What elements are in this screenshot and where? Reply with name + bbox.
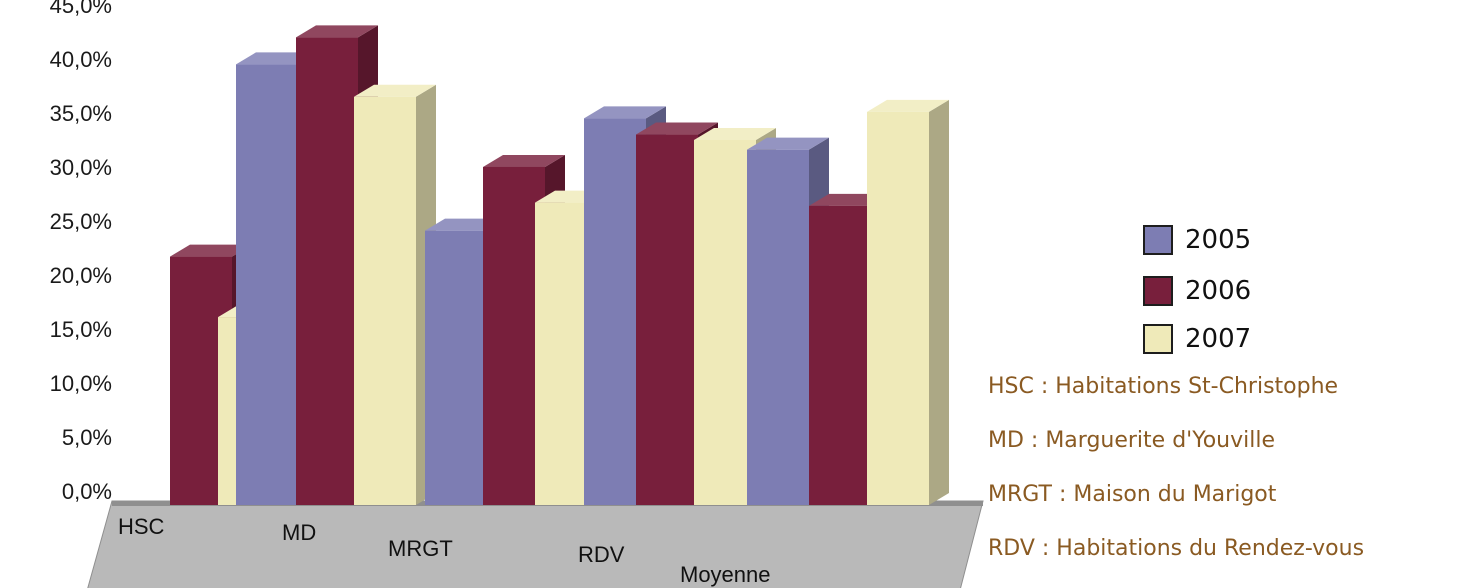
legend-swatch: [1143, 225, 1173, 255]
bar-front: [584, 118, 646, 506]
y-tick-label: 20,0%: [50, 263, 112, 288]
bar-MD-2007: [354, 84, 436, 505]
abbreviation-note: HSC : Habitations St-Christophe: [988, 374, 1339, 399]
legend-swatch: [1143, 276, 1173, 306]
bars: [170, 25, 949, 506]
bar-front: [425, 230, 487, 505]
x-category-label: Moyenne: [680, 562, 771, 587]
y-tick-label: 25,0%: [50, 209, 112, 234]
y-tick-label: 10,0%: [50, 371, 112, 396]
y-tick-label: 35,0%: [50, 101, 112, 126]
bar-front: [483, 166, 545, 505]
bar-front: [747, 149, 809, 505]
x-category-label: MRGT: [388, 536, 453, 561]
x-axis-categories: HSC MD MRGT RDV Moyenne: [118, 514, 771, 587]
bar-top: [747, 137, 829, 150]
legend-label: 2006: [1185, 276, 1252, 306]
bar-top: [296, 25, 378, 38]
bar-front: [694, 139, 756, 505]
abbreviation-note: MD : Marguerite d'Youville: [988, 428, 1276, 453]
x-category-label: RDV: [578, 542, 625, 567]
y-axis-ticks: 0,0% 5,0% 10,0% 15,0% 20,0% 25,0% 30,0% 35,0% 40…: [50, 0, 112, 504]
bar-side: [929, 99, 949, 505]
y-tick-label: 30,0%: [50, 155, 112, 180]
y-tick-label: 45,0%: [50, 0, 112, 18]
y-tick-label: 5,0%: [62, 425, 112, 450]
abbreviation-notes: HSC : Habitations St-Christophe MD : Marg…: [988, 366, 1478, 582]
bar-top: [636, 122, 718, 135]
bar-top: [867, 99, 949, 112]
bar-front: [354, 96, 416, 505]
bar-top: [694, 127, 776, 140]
bar-front: [809, 205, 871, 505]
floor-plane: [87, 500, 984, 588]
bar-front: [236, 64, 298, 506]
legend-item: 2006: [1143, 274, 1251, 308]
y-tick-label: 0,0%: [62, 479, 112, 504]
abbreviation-note: RDV : Habitations du Rendez-vous: [988, 536, 1365, 561]
legend-item: 2007: [1143, 322, 1251, 356]
chart-floor: [87, 500, 984, 588]
legend-item: 2005: [1143, 223, 1251, 257]
y-tick-label: 40,0%: [50, 47, 112, 72]
legend-swatch: [1143, 324, 1173, 354]
bar-top: [354, 84, 436, 97]
abbreviation-note: MRGT : Maison du Marigot: [988, 482, 1277, 507]
bar-top: [170, 244, 252, 257]
x-category-label: MD: [282, 520, 316, 545]
bar-front: [867, 111, 929, 505]
legend-label: 2007: [1185, 324, 1252, 354]
y-tick-label: 15,0%: [50, 317, 112, 342]
bar-front: [296, 37, 358, 506]
bar-front: [636, 134, 698, 505]
bar-Moyenne-2007: [867, 99, 949, 505]
bar-top: [584, 106, 666, 119]
legend-label: 2005: [1185, 225, 1252, 255]
bar-top: [483, 154, 565, 167]
x-category-label: HSC: [118, 514, 165, 539]
